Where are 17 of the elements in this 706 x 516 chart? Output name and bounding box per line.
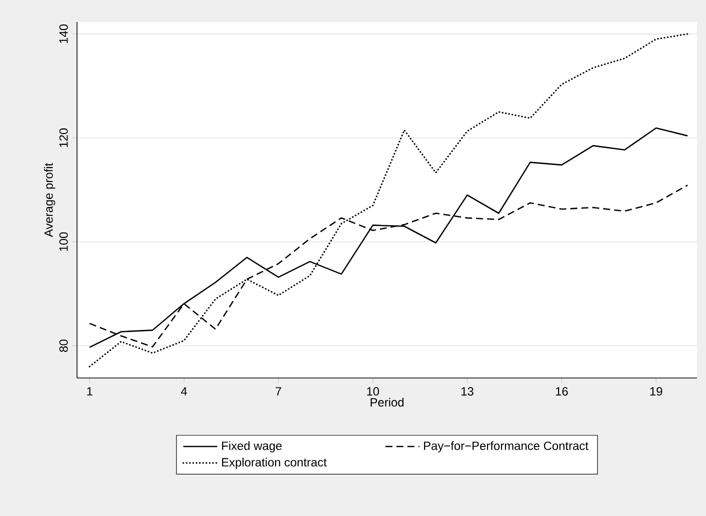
legend-label: Fixed wage [222,441,282,452]
x-tick-label: 10 [367,387,380,396]
x-tick-label: 16 [556,387,568,396]
x-tick-label: 7 [276,387,282,396]
y-tick-label: 100 [59,232,68,251]
y-tick-label: 80 [59,340,68,352]
y-tick-label: 140 [59,24,68,44]
legend-label: Pay−for−Performance Contract [424,441,588,452]
legend-label: Exploration contract [222,458,327,469]
x-tick-label: 1 [87,387,92,396]
x-tick-label: 13 [462,387,474,396]
x-tick-label: 4 [180,387,187,396]
x-tick-label: 19 [650,387,662,396]
line-series [88,33,688,368]
y-tick-label: 120 [59,128,68,147]
y-axis-title: Average profit [44,163,56,238]
x-axis-title: Period [370,398,404,407]
